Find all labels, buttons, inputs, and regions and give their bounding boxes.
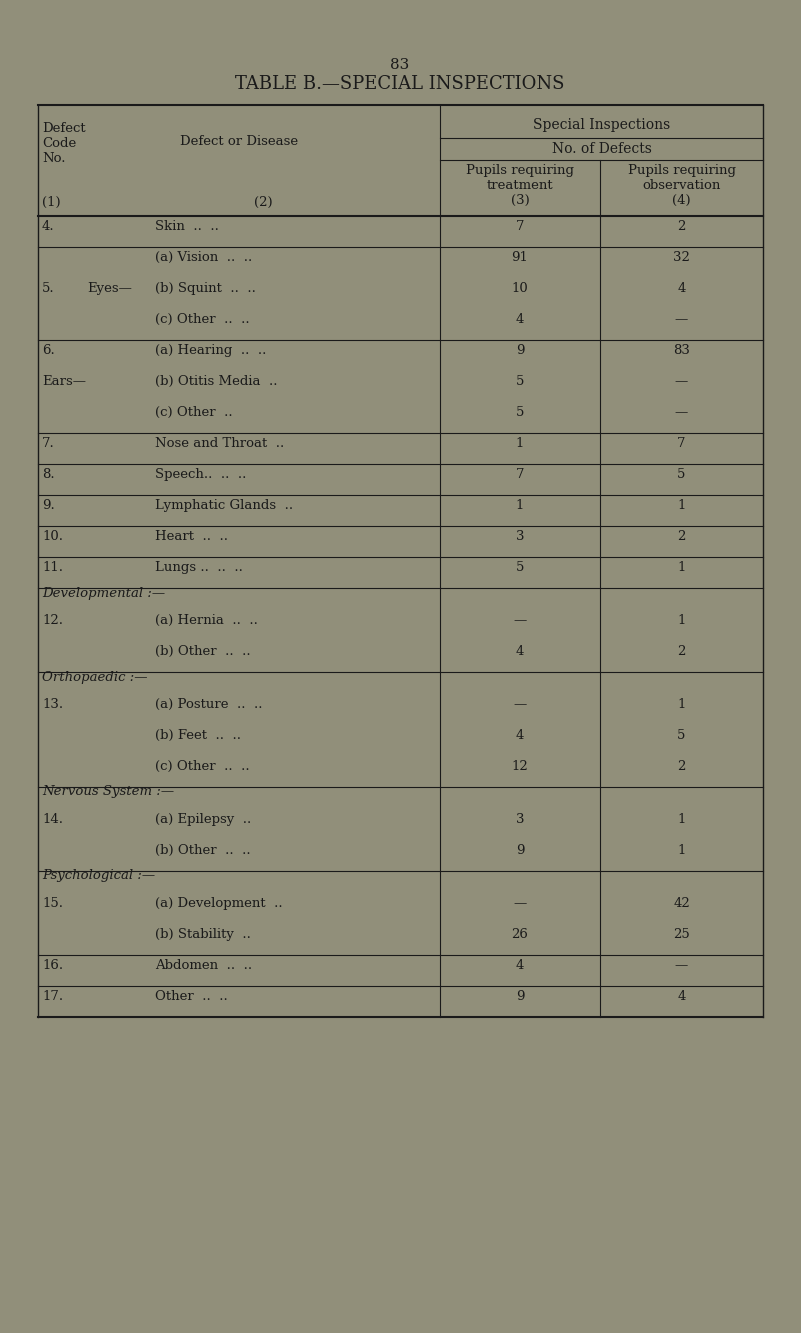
Text: (c) Other  ..  ..: (c) Other .. .. <box>155 313 250 327</box>
Text: 13.: 13. <box>42 698 63 710</box>
Text: 3: 3 <box>516 813 524 826</box>
Text: 9: 9 <box>516 844 524 857</box>
Text: 4: 4 <box>516 313 524 327</box>
Text: —: — <box>513 615 526 627</box>
Text: (b) Otitis Media  ..: (b) Otitis Media .. <box>155 375 277 388</box>
Text: 1: 1 <box>678 615 686 627</box>
Text: 8.: 8. <box>42 468 54 481</box>
Text: (a) Posture  ..  ..: (a) Posture .. .. <box>155 698 263 710</box>
Text: 15.: 15. <box>42 897 63 910</box>
Text: 12.: 12. <box>42 615 63 627</box>
Text: 5: 5 <box>516 375 524 388</box>
Text: —: — <box>675 375 688 388</box>
Text: Other  ..  ..: Other .. .. <box>155 990 227 1002</box>
Text: 1: 1 <box>678 499 686 512</box>
Text: Nervous System :—: Nervous System :— <box>42 785 174 798</box>
Text: Lymphatic Glands  ..: Lymphatic Glands .. <box>155 499 293 512</box>
Text: (b) Other  ..  ..: (b) Other .. .. <box>155 645 251 659</box>
Text: 7.: 7. <box>42 437 54 451</box>
Text: 7: 7 <box>516 468 524 481</box>
Text: 3: 3 <box>516 531 524 543</box>
Text: Defect or Disease: Defect or Disease <box>180 135 298 148</box>
Text: 14.: 14. <box>42 813 63 826</box>
Text: —: — <box>675 407 688 419</box>
Text: (b) Other  ..  ..: (b) Other .. .. <box>155 844 251 857</box>
Text: (a) Vision  ..  ..: (a) Vision .. .. <box>155 251 252 264</box>
Text: 1: 1 <box>678 844 686 857</box>
Text: 1: 1 <box>678 698 686 710</box>
Text: —: — <box>513 698 526 710</box>
Text: —: — <box>513 897 526 910</box>
Text: Special Inspections: Special Inspections <box>533 119 670 132</box>
Text: 5: 5 <box>516 407 524 419</box>
Text: 7: 7 <box>516 220 524 233</box>
Text: 5: 5 <box>678 468 686 481</box>
Text: 16.: 16. <box>42 958 63 972</box>
Text: Abdomen  ..  ..: Abdomen .. .. <box>155 958 252 972</box>
Text: 1: 1 <box>678 561 686 575</box>
Text: (2): (2) <box>254 196 272 209</box>
Text: Skin  ..  ..: Skin .. .. <box>155 220 219 233</box>
Text: (b) Squint  ..  ..: (b) Squint .. .. <box>155 283 256 295</box>
Text: (b) Feet  ..  ..: (b) Feet .. .. <box>155 729 241 742</box>
Text: 4: 4 <box>516 729 524 742</box>
Text: 11.: 11. <box>42 561 63 575</box>
Text: (b) Stability  ..: (b) Stability .. <box>155 928 251 941</box>
Text: 4.: 4. <box>42 220 54 233</box>
Text: 32: 32 <box>673 251 690 264</box>
Text: 83: 83 <box>673 344 690 357</box>
Text: 1: 1 <box>516 437 524 451</box>
Text: (a) Epilepsy  ..: (a) Epilepsy .. <box>155 813 252 826</box>
Text: Lungs ..  ..  ..: Lungs .. .. .. <box>155 561 243 575</box>
Text: 5: 5 <box>678 729 686 742</box>
Text: 2: 2 <box>678 531 686 543</box>
Text: No. of Defects: No. of Defects <box>552 143 651 156</box>
Text: 10.: 10. <box>42 531 63 543</box>
Text: 1: 1 <box>678 813 686 826</box>
Text: Ears—: Ears— <box>42 375 86 388</box>
Text: Developmental :—: Developmental :— <box>42 587 165 600</box>
Text: Defect
Code
No.: Defect Code No. <box>42 123 86 165</box>
Text: 4: 4 <box>678 990 686 1002</box>
Text: 2: 2 <box>678 645 686 659</box>
Text: 17.: 17. <box>42 990 63 1002</box>
Text: Eyes—: Eyes— <box>87 283 132 295</box>
Text: (a) Hearing  ..  ..: (a) Hearing .. .. <box>155 344 267 357</box>
Text: 6.: 6. <box>42 344 54 357</box>
Text: 5: 5 <box>516 561 524 575</box>
Text: 83: 83 <box>390 59 409 72</box>
Text: 9: 9 <box>516 344 524 357</box>
Text: —: — <box>675 313 688 327</box>
Text: TABLE B.—SPECIAL INSPECTIONS: TABLE B.—SPECIAL INSPECTIONS <box>235 75 565 93</box>
Text: 9.: 9. <box>42 499 54 512</box>
Text: (a) Development  ..: (a) Development .. <box>155 897 283 910</box>
Text: 42: 42 <box>673 897 690 910</box>
Text: Nose and Throat  ..: Nose and Throat .. <box>155 437 284 451</box>
Text: 26: 26 <box>512 928 529 941</box>
Text: Pupils requiring
treatment
(3): Pupils requiring treatment (3) <box>466 164 574 207</box>
Text: 4: 4 <box>678 283 686 295</box>
Text: 5.: 5. <box>42 283 54 295</box>
Text: 1: 1 <box>516 499 524 512</box>
Text: (1): (1) <box>42 196 61 209</box>
Text: 4: 4 <box>516 645 524 659</box>
Text: 12: 12 <box>512 760 529 773</box>
Text: (a) Hernia  ..  ..: (a) Hernia .. .. <box>155 615 258 627</box>
Text: 10: 10 <box>512 283 529 295</box>
Text: 9: 9 <box>516 990 524 1002</box>
Text: (c) Other  ..: (c) Other .. <box>155 407 232 419</box>
Text: 7: 7 <box>678 437 686 451</box>
Text: Psychological :—: Psychological :— <box>42 869 155 882</box>
Text: Orthopaedic :—: Orthopaedic :— <box>42 670 147 684</box>
Text: 91: 91 <box>512 251 529 264</box>
Text: 2: 2 <box>678 760 686 773</box>
Text: (c) Other  ..  ..: (c) Other .. .. <box>155 760 250 773</box>
Text: Pupils requiring
observation
(4): Pupils requiring observation (4) <box>627 164 735 207</box>
Text: —: — <box>675 958 688 972</box>
Text: 4: 4 <box>516 958 524 972</box>
Text: Speech..  ..  ..: Speech.. .. .. <box>155 468 247 481</box>
Text: Heart  ..  ..: Heart .. .. <box>155 531 228 543</box>
Text: 2: 2 <box>678 220 686 233</box>
Text: 25: 25 <box>673 928 690 941</box>
